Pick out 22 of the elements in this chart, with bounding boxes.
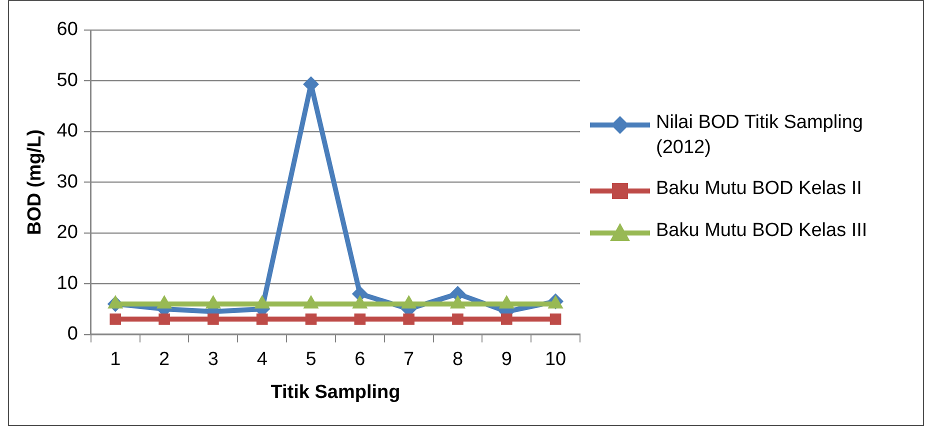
y-tick-label: 0	[67, 324, 78, 345]
x-tick-label: 9	[501, 349, 512, 370]
x-tick-label: 2	[159, 349, 170, 370]
y-axis-title: BOD (mg/L)	[24, 129, 46, 235]
x-tick-label: 10	[544, 349, 566, 370]
x-tick-label: 6	[354, 349, 366, 370]
x-tick-label: 8	[452, 349, 464, 370]
x-tick-label: 7	[404, 349, 414, 370]
x-tick-label: 3	[208, 349, 218, 370]
x-tick-label: 1	[110, 349, 121, 370]
y-tick-label: 40	[56, 120, 78, 142]
y-tick-label: 60	[56, 19, 78, 40]
legend-label: Nilai BOD Titik Sampling (2012)	[656, 111, 864, 160]
y-tick-label: 20	[56, 222, 78, 244]
y-tick-label: 50	[56, 70, 78, 91]
legend-label: Baku Mutu BOD Kelas III	[656, 219, 868, 243]
y-tick-label: 10	[56, 272, 78, 294]
x-tick-label: 4	[256, 349, 268, 370]
x-axis-title: Titik Sampling	[270, 382, 400, 403]
x-tick-label: 5	[306, 349, 316, 370]
legend-label: Baku Mutu BOD Kelas II	[656, 177, 862, 201]
y-tick-label: 30	[56, 171, 78, 192]
